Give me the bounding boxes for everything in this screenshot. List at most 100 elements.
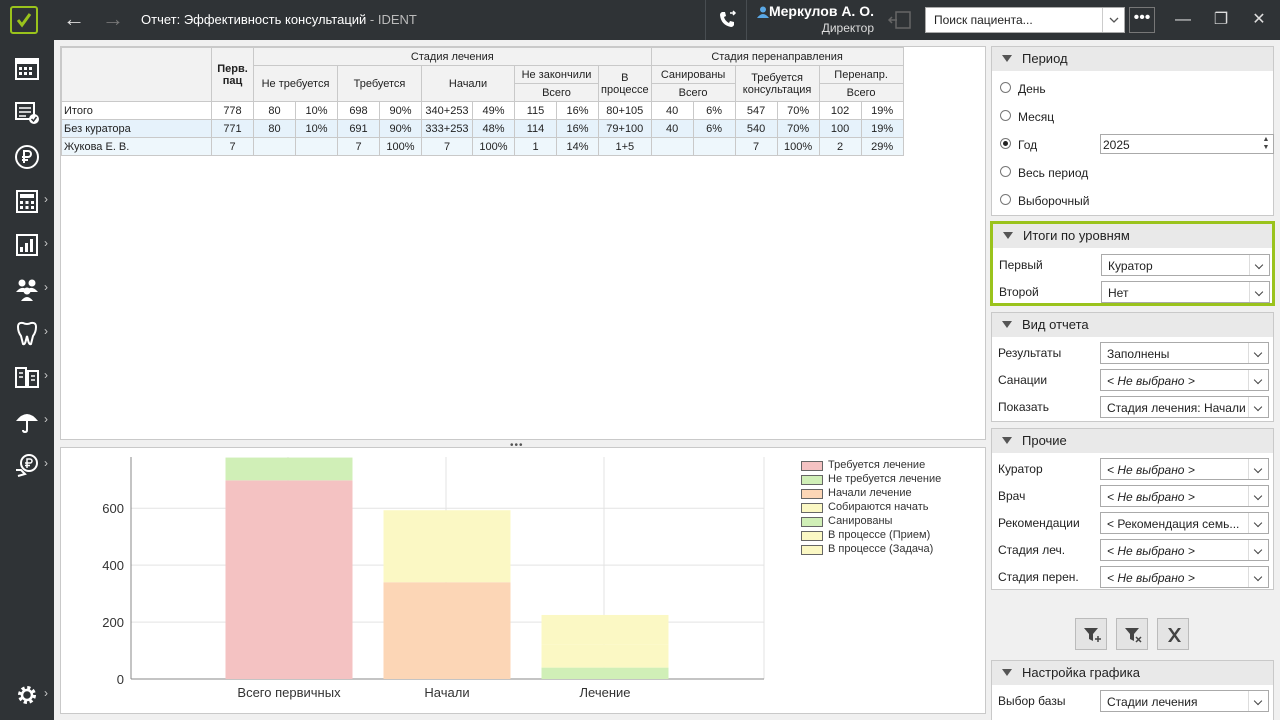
spin-down-icon[interactable]: ▼ xyxy=(1262,144,1270,151)
collapse-triangle-icon xyxy=(1002,321,1012,328)
period-header[interactable]: Период xyxy=(992,47,1273,71)
radio-custom[interactable] xyxy=(1000,194,1011,205)
sidebar-item-insurance[interactable]: › xyxy=(0,398,54,442)
other-header[interactable]: Прочие xyxy=(992,429,1273,453)
radio-year[interactable] xyxy=(1000,138,1011,149)
other-title: Прочие xyxy=(1022,433,1067,448)
restore-icon[interactable]: ❐ xyxy=(1213,11,1229,28)
app-logo-icon[interactable] xyxy=(10,6,38,34)
view-header[interactable]: Вид отчета xyxy=(992,313,1273,337)
chevron-right-icon: › xyxy=(44,456,48,470)
row-label: Жукова Е. В. xyxy=(61,137,212,156)
chevron-down-icon[interactable] xyxy=(1248,397,1268,417)
chevron-down-icon[interactable] xyxy=(1248,486,1268,506)
sidebar: › › › › › › › › xyxy=(0,40,54,720)
recommendations-value: < Рекомендация семь... xyxy=(1107,517,1240,531)
radio-day[interactable] xyxy=(1000,82,1011,93)
search-dropdown-button[interactable] xyxy=(1102,8,1124,32)
cell: 80+105 xyxy=(598,101,652,120)
export-excel-button[interactable] xyxy=(1157,618,1189,650)
chart-settings-panel: Настройка графика Выбор базы Стадии лече… xyxy=(991,660,1274,720)
sidebar-item-tasks[interactable] xyxy=(0,90,54,134)
sidebar-item-patients[interactable]: › xyxy=(0,266,54,310)
redirect-stage-select[interactable]: < Не выбрано > xyxy=(1100,566,1269,588)
results-select[interactable]: Заполнены xyxy=(1100,342,1269,364)
cell xyxy=(295,137,338,156)
chart-settings-header[interactable]: Настройка графика xyxy=(992,661,1273,685)
user-role: Директор xyxy=(821,21,874,35)
back-arrow-icon[interactable]: ← xyxy=(63,6,85,31)
chevron-down-icon[interactable] xyxy=(1248,459,1268,479)
chevron-down-icon[interactable] xyxy=(1248,370,1268,390)
sidebar-item-finance[interactable] xyxy=(0,134,54,178)
sidebar-item-reports[interactable]: › xyxy=(0,222,54,266)
header-not-required[interactable]: Не требуется xyxy=(253,65,338,102)
add-filter-button[interactable] xyxy=(1075,618,1107,650)
year-value: 2025 xyxy=(1103,138,1130,152)
header-total[interactable]: Всего xyxy=(514,83,599,102)
cell: 90% xyxy=(379,101,422,120)
header-total[interactable]: Всего xyxy=(818,83,904,102)
chevron-down-icon[interactable] xyxy=(1248,513,1268,533)
sidebar-item-accounting[interactable]: › xyxy=(0,178,54,222)
redirect-stage-value: < Не выбрано > xyxy=(1107,571,1195,585)
first-level-select[interactable]: Куратор xyxy=(1101,254,1270,276)
chevron-down-icon[interactable] xyxy=(1248,343,1268,363)
cell: 1+5 xyxy=(598,137,652,156)
doctor-label: Врач xyxy=(998,489,1026,503)
chevron-down-icon[interactable] xyxy=(1248,567,1268,587)
excel-icon xyxy=(1168,628,1181,642)
table-row[interactable]: Жукова Е. В. 7 7 100% 7 100% 1 14% 1+5 7… xyxy=(61,137,904,156)
year-stepper[interactable]: 2025 ▲ ▼ xyxy=(1100,134,1274,154)
clear-filter-button[interactable] xyxy=(1116,618,1148,650)
doctor-select[interactable]: < Не выбрано > xyxy=(1100,485,1269,507)
sanations-select[interactable]: < Не выбрано > xyxy=(1100,369,1269,391)
radio-all-time[interactable] xyxy=(1000,166,1011,177)
patient-search-input[interactable]: Поиск пациента... xyxy=(925,7,1125,33)
header-required[interactable]: Требуется xyxy=(337,65,422,102)
header-in-process[interactable]: В процессе xyxy=(598,65,652,102)
recommendations-select[interactable]: < Рекомендация семь... xyxy=(1100,512,1269,534)
legend-swatch xyxy=(801,475,823,485)
table-row[interactable]: Итого 778 80 10% 698 90% 340+253 49% 115… xyxy=(61,101,904,120)
panel-splitter-handle[interactable]: ••• xyxy=(510,440,524,451)
header-started[interactable]: Начали xyxy=(421,65,515,102)
close-icon[interactable]: ✕ xyxy=(1252,11,1266,28)
chevron-down-icon[interactable] xyxy=(1249,255,1269,275)
chevron-down-icon[interactable] xyxy=(1249,282,1269,302)
period-panel: Период День Месяц Год 2025 ▲ ▼ Весь пери… xyxy=(991,46,1274,216)
cell: 333+253 xyxy=(421,119,473,138)
minimize-icon[interactable]: — xyxy=(1175,11,1191,28)
sidebar-item-warehouse[interactable]: › xyxy=(0,354,54,398)
legend-label: В процессе (Прием) xyxy=(828,529,931,541)
history-icon[interactable] xyxy=(887,8,913,35)
sidebar-item-payments[interactable]: › xyxy=(0,442,54,486)
curator-value: < Не выбрано > xyxy=(1107,463,1195,477)
chevron-down-icon[interactable] xyxy=(1248,691,1268,711)
radio-month[interactable] xyxy=(1000,110,1011,121)
y-tick-label: 400 xyxy=(102,558,124,573)
base-select[interactable]: Стадии лечения xyxy=(1100,690,1269,712)
table-row[interactable]: Без куратора 771 80 10% 691 90% 333+253 … xyxy=(61,119,904,138)
chevron-down-icon[interactable] xyxy=(1248,540,1268,560)
header-perv[interactable]: Перв. пац xyxy=(211,47,254,102)
show-select[interactable]: Стадия лечения: Начали xyxy=(1100,396,1269,418)
more-button[interactable]: ••• xyxy=(1129,7,1155,33)
second-level-select[interactable]: Нет xyxy=(1101,281,1270,303)
radio-label-custom: Выборочный xyxy=(1018,194,1090,208)
bar-segment xyxy=(225,480,353,679)
header-total[interactable]: Всего xyxy=(650,83,736,102)
sidebar-item-settings[interactable]: › xyxy=(0,672,54,716)
stage-select[interactable]: < Не выбрано > xyxy=(1100,539,1269,561)
cell: 7 xyxy=(734,137,778,156)
levels-header[interactable]: Итоги по уровням xyxy=(993,224,1272,248)
phone-icon[interactable] xyxy=(716,8,740,32)
forward-arrow-icon[interactable]: → xyxy=(102,6,124,31)
sidebar-item-schedule[interactable] xyxy=(0,46,54,90)
sidebar-item-dental[interactable]: › xyxy=(0,310,54,354)
spin-up-icon[interactable]: ▲ xyxy=(1262,136,1270,143)
header-req-consult[interactable]: Требуется консультация xyxy=(734,65,820,102)
curator-select[interactable]: < Не выбрано > xyxy=(1100,458,1269,480)
user-info[interactable]: Меркулов А. О. Директор xyxy=(752,3,874,35)
cell: 771 xyxy=(211,119,254,138)
